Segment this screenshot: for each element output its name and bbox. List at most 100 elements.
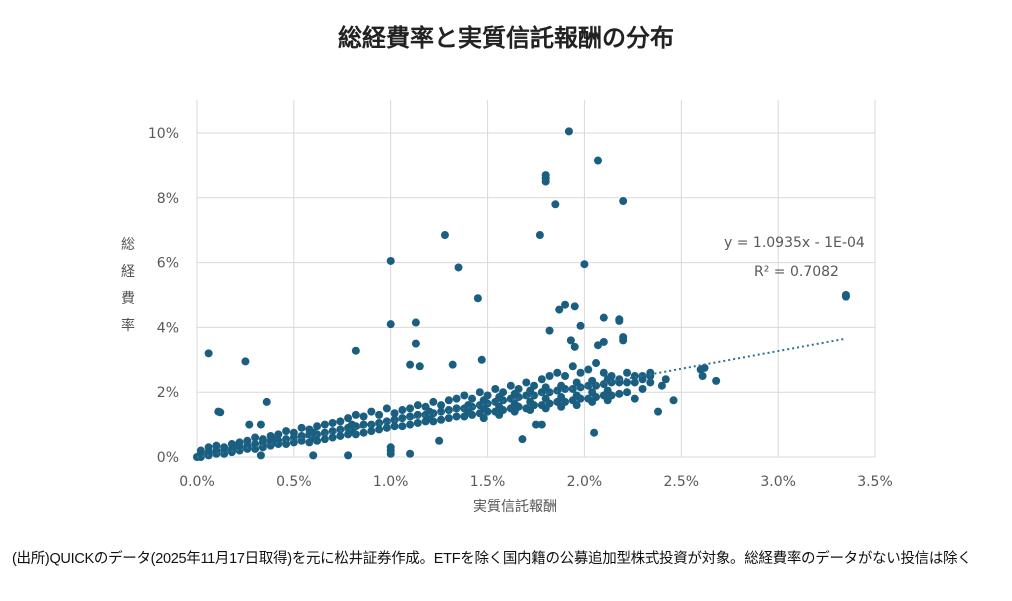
data-point [638,372,647,380]
data-point [535,231,544,240]
data-point [413,418,422,427]
data-point [603,375,612,384]
x-axis-ticks: 0.0% 0.5% 1.0% 1.5% 2.0% 2.5% 3.0% 3.5% [179,474,893,490]
data-point [448,360,457,369]
data-point [220,443,229,452]
y-tick-label: 0% [157,450,179,466]
data-point [435,436,444,445]
data-point [570,302,579,311]
data-point [406,449,415,458]
data-point [561,300,570,309]
data-point [555,305,564,314]
data-point [460,391,469,400]
data-point [592,359,601,368]
data-point [510,399,519,408]
data-point [518,435,527,444]
data-point [593,341,602,350]
data-point [510,407,519,416]
data-point [282,435,291,444]
data-point [406,404,415,413]
data-point [630,394,639,403]
data-point [475,388,484,397]
data-point [572,391,581,400]
x-tick-label: 0.5% [276,474,312,490]
data-point [599,368,608,377]
data-point [473,294,482,303]
data-point [561,372,570,380]
data-point [382,404,391,413]
data-point [320,435,329,444]
data-point [696,365,705,374]
data-point [454,263,463,272]
x-tick-label: 0.0% [179,474,215,490]
data-point [541,383,550,392]
data-point [367,407,376,416]
data-point [262,397,271,406]
data-point [576,368,585,377]
data-point [526,386,535,395]
data-point [557,393,566,402]
data-point [367,427,376,436]
data-point [336,425,345,434]
data-point [437,415,446,424]
data-point [545,372,554,380]
data-point [309,451,318,460]
data-point [297,431,306,440]
data-point [464,407,473,416]
data-point [289,428,298,437]
data-point [590,428,599,437]
data-point [196,446,205,455]
data-point [654,407,663,416]
data-point [390,415,399,424]
data-point [328,418,337,427]
data-point [336,417,345,426]
data-point [661,375,670,384]
data-point [623,378,632,387]
data-point [444,396,453,405]
y-tick-label: 10% [148,126,179,142]
data-point [386,443,395,452]
data-point [425,407,434,416]
data-point [557,381,566,390]
y-tick-label: 4% [157,320,179,336]
data-point [320,420,329,429]
y-tick-label: 8% [157,191,179,207]
data-points [193,127,850,461]
data-point [541,177,550,186]
data-point [572,378,581,387]
data-point [526,397,535,406]
data-point [537,420,546,429]
data-point [588,397,597,406]
data-point [557,402,566,411]
data-point [646,378,655,387]
data-point [541,394,550,403]
data-point [359,428,368,437]
data-point [623,388,632,397]
data-point [243,436,252,445]
data-point [584,365,593,374]
data-point [398,422,407,431]
data-point [231,441,240,450]
data-point [297,423,306,432]
data-point [347,420,356,429]
data-point [212,441,221,450]
data-point [216,408,225,417]
data-point [568,362,577,371]
source-note: (出所)QUICKのデータ(2025年11月17日取得)を元に松井証券作成。ET… [12,551,972,567]
data-point [491,384,500,393]
data-point [375,425,384,434]
y-axis-ticks: 0% 2% 4% 6% 8% 10% [148,126,179,466]
data-point [615,389,624,398]
data-point [615,316,624,325]
data-point [570,342,579,351]
data-point [344,414,353,423]
data-point [390,422,399,431]
y-axis-label: 総経費率 [119,232,137,340]
data-point [398,406,407,415]
data-point [241,357,250,366]
data-point [495,393,504,402]
data-point [375,410,384,419]
data-point [386,256,395,265]
data-point [541,404,550,413]
y-tick-label: 6% [157,256,179,272]
